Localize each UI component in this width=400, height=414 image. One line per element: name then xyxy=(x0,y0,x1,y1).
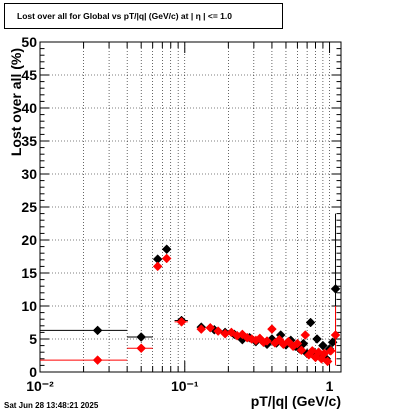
data-point xyxy=(292,338,303,349)
data-point xyxy=(136,332,147,342)
data-point xyxy=(312,334,322,344)
y-tick-label: 0 xyxy=(29,364,37,380)
data-point xyxy=(176,316,187,327)
data-point xyxy=(322,356,333,367)
y-tick-label: 45 xyxy=(21,67,37,83)
data-point xyxy=(330,283,341,294)
x-axis-label: pT/|q| (GeV/c) xyxy=(251,393,341,409)
data-point xyxy=(300,330,311,340)
x-tick-label: 10⁻¹ xyxy=(171,378,199,394)
data-point xyxy=(161,253,172,264)
y-tick-label: 20 xyxy=(21,232,37,248)
y-tick-label: 10 xyxy=(21,298,37,314)
y-axis-label: Lost over all (%) xyxy=(8,48,24,156)
data-point xyxy=(226,327,237,338)
x-tick-label: 10⁻² xyxy=(26,378,54,394)
data-point xyxy=(305,317,316,328)
y-tick-label: 35 xyxy=(21,133,37,149)
x-tick-label: 1 xyxy=(326,378,334,394)
y-tick-label: 15 xyxy=(21,265,37,281)
data-point xyxy=(136,343,147,354)
timestamp: Sat Jun 28 13:48:21 2025 xyxy=(4,401,99,410)
chart-title: Lost over all for Global vs pT/|q| (GeV/… xyxy=(4,3,283,29)
data-point xyxy=(237,329,248,340)
y-tick-label: 5 xyxy=(29,331,37,347)
grid-lines xyxy=(39,41,341,373)
chart-title-text: Lost over all for Global vs pT/|q| (GeV/… xyxy=(17,11,232,21)
data-point xyxy=(330,330,341,340)
data-point xyxy=(92,325,103,336)
data-point xyxy=(213,326,223,336)
data-point xyxy=(325,346,336,356)
data-point xyxy=(307,346,318,356)
y-tick-label: 25 xyxy=(21,199,37,215)
y-tick-label: 30 xyxy=(21,166,37,182)
data-point xyxy=(296,345,307,356)
data-point xyxy=(196,324,207,334)
data-point xyxy=(92,355,103,365)
data-point xyxy=(262,336,272,346)
data-point xyxy=(152,261,163,272)
y-tick-label: 40 xyxy=(21,100,37,116)
data-point xyxy=(205,322,216,333)
data-point xyxy=(267,324,277,334)
series-2 xyxy=(40,253,341,367)
y-tick-label: 50 xyxy=(21,34,37,50)
